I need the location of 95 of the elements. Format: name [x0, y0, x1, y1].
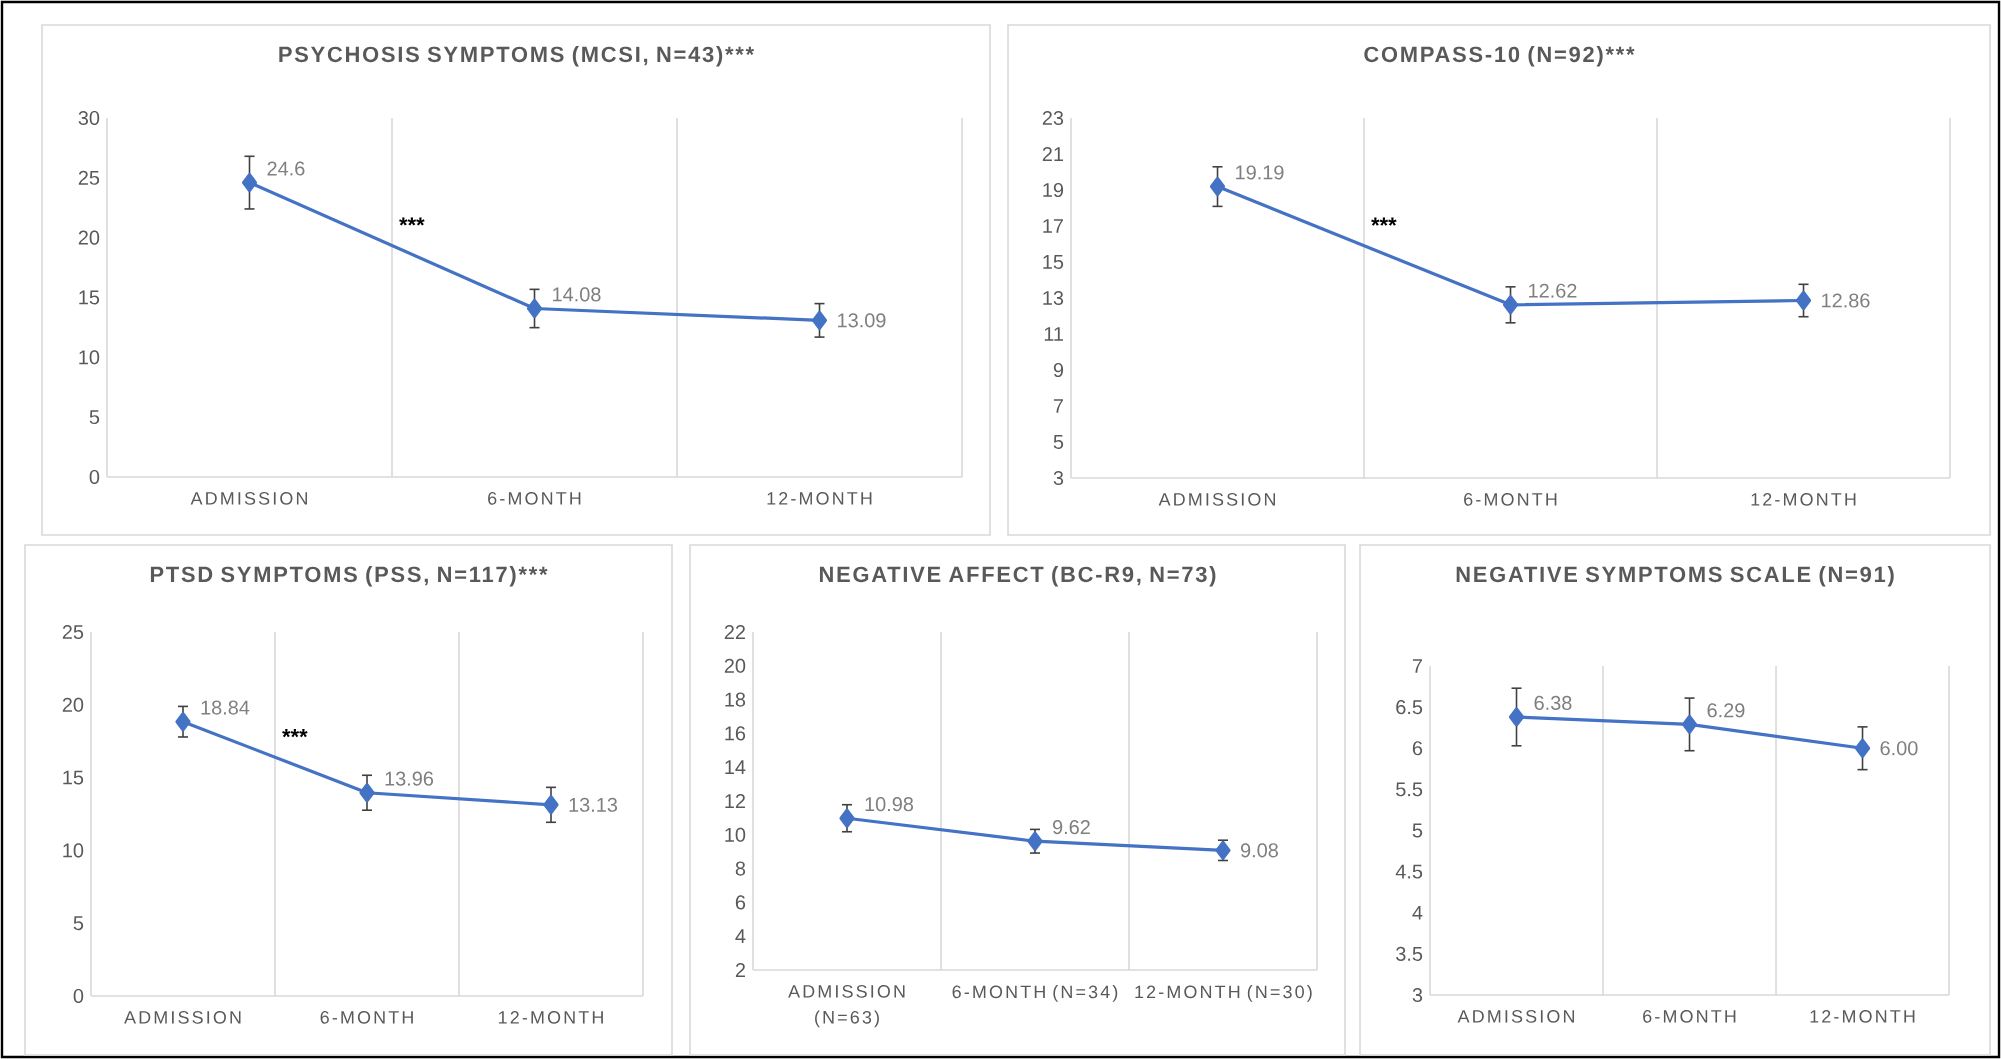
point	[359, 783, 375, 803]
y-tick-label: 5	[89, 410, 100, 425]
data-label: 9.62	[1052, 820, 1090, 835]
data-label: 6.38	[1534, 695, 1572, 710]
data-label: 14.08	[553, 287, 601, 302]
y-tick-label: 6.5	[1396, 700, 1423, 715]
y-tick-label: 13	[1043, 290, 1064, 306]
y-tick-label: 2	[735, 963, 745, 977]
point	[1795, 290, 1812, 311]
y-tick-label: 6	[1412, 741, 1423, 756]
y-tick-label: 0	[73, 988, 84, 1004]
y-tick-label: 3	[1053, 470, 1064, 486]
y-tick-label: 6	[735, 895, 746, 910]
point	[1209, 176, 1226, 197]
y-tick-label: 17	[1043, 219, 1063, 233]
data-label: 6.00	[1880, 741, 1918, 756]
y-tick-label: 21	[1042, 147, 1064, 161]
y-tick-label: 20	[62, 697, 84, 712]
point	[241, 173, 258, 193]
chart-title: NEGATIVE AFFECT (BC-R9, N=73)	[819, 566, 1216, 587]
y-tick-label: 3.5	[1396, 946, 1423, 961]
x-tick-label: 12-MONTH (N=30)	[1135, 985, 1312, 1002]
y-tick-label: 20	[724, 658, 746, 673]
y-tick-label: 16	[725, 726, 746, 741]
point	[1508, 707, 1525, 727]
data-label: 12.62	[1529, 283, 1577, 298]
annotation: ***	[282, 729, 308, 738]
x-tick-label: 6-MONTH	[1643, 1010, 1736, 1023]
y-tick-label: 7	[1412, 659, 1422, 673]
point	[1681, 714, 1698, 734]
chart-title: NEGATIVE SYMPTOMS SCALE (N=91)	[1456, 566, 1894, 587]
y-tick-label: 20	[78, 230, 100, 245]
y-tick-label: 9	[1053, 362, 1064, 378]
y-tick-label: 19	[1043, 182, 1064, 198]
y-tick-label: 12	[725, 794, 745, 808]
y-tick-label: 0	[89, 469, 100, 485]
x-tick-label: 12-MONTH	[767, 492, 872, 505]
x-tick-label: ADMISSION	[190, 492, 307, 505]
chart-title: PSYCHOSIS SYMPTOMS (MCSI, N=43)***	[279, 46, 755, 67]
y-tick-label: 5	[1412, 823, 1423, 838]
point	[1502, 295, 1519, 315]
y-tick-label: 23	[1042, 110, 1064, 126]
point	[175, 712, 191, 732]
y-tick-label: 11	[1044, 327, 1064, 341]
x-tick-label: 6-MONTH	[488, 492, 581, 505]
y-tick-label: 4.5	[1395, 864, 1423, 879]
x-tick-label: 6-MONTH	[1464, 493, 1557, 506]
x-tick-label: 6-MONTH	[320, 1011, 413, 1024]
data-label: 19.19	[1236, 165, 1284, 180]
y-tick-label: 22	[724, 625, 745, 639]
annotation: ***	[1371, 217, 1397, 226]
y-tick-label: 10	[725, 827, 746, 842]
data-label: 9.08	[1240, 843, 1278, 858]
data-label: 12.86	[1822, 293, 1870, 308]
data-label: 6.29	[1707, 703, 1745, 718]
y-tick-label: 14	[725, 760, 746, 775]
data-label: 10.98	[865, 797, 914, 812]
data-label: 13.09	[838, 313, 886, 328]
y-tick-label: 30	[78, 110, 100, 126]
x-tick-label: ADMISSION	[1158, 493, 1275, 506]
y-tick-label: 4	[735, 929, 746, 944]
y-tick-label: 15	[79, 290, 100, 305]
y-tick-label: 10	[79, 350, 100, 365]
point	[543, 795, 559, 815]
y-tick-label: 15	[63, 770, 84, 785]
x-tick-label: ADMISSION (N=63)	[788, 985, 905, 1028]
y-tick-label: 8	[735, 861, 746, 876]
y-tick-label: 25	[78, 170, 100, 185]
x-tick-label: 12-MONTH	[1751, 493, 1856, 506]
data-label: 24.6	[267, 161, 305, 176]
x-tick-label: ADMISSION	[1457, 1010, 1574, 1023]
x-tick-label: 6-MONTH (N=34)	[952, 985, 1118, 1002]
data-label: 18.84	[201, 700, 250, 715]
x-tick-label: ADMISSION	[124, 1011, 241, 1024]
y-tick-label: 5.5	[1396, 782, 1423, 797]
annotation: ***	[399, 217, 425, 226]
y-tick-label: 3	[1412, 987, 1423, 1003]
x-tick-label: 12-MONTH	[1810, 1010, 1915, 1023]
data-label: 13.96	[385, 771, 434, 786]
chart-title: PTSD SYMPTOMS (PSS, N=117)***	[150, 566, 548, 587]
y-tick-label: 10	[63, 843, 84, 858]
chart-title: COMPASS-10 (N=92)***	[1364, 46, 1635, 67]
point	[839, 808, 855, 828]
y-tick-label: 5	[1053, 435, 1064, 449]
y-tick-label: 18	[725, 692, 746, 707]
point	[811, 310, 828, 330]
x-tick-label: 12-MONTH	[499, 1011, 603, 1024]
y-tick-label: 25	[62, 624, 84, 640]
point	[526, 298, 543, 319]
y-tick-label: 7	[1053, 399, 1063, 413]
point	[1854, 738, 1871, 758]
y-tick-label: 5	[73, 916, 84, 931]
y-tick-label: 15	[1043, 255, 1064, 269]
data-label: 13.13	[569, 797, 618, 812]
y-tick-label: 4	[1412, 905, 1423, 920]
